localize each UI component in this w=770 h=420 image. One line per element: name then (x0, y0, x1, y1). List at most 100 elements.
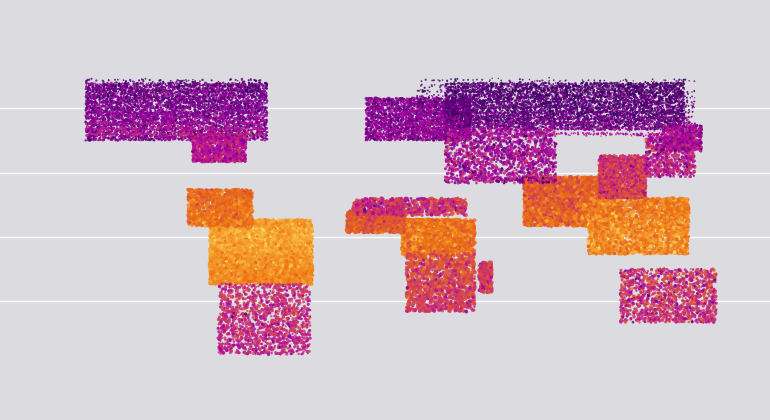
Point (537, 179, 549, 186)
Point (411, 110, 424, 116)
Point (533, 118, 545, 125)
Point (419, 261, 431, 268)
Point (468, 170, 480, 177)
Point (574, 109, 587, 116)
Point (612, 200, 624, 207)
Point (569, 88, 581, 95)
Point (590, 180, 602, 187)
Point (373, 127, 386, 134)
Point (406, 257, 418, 264)
Point (594, 228, 607, 234)
Point (564, 106, 576, 113)
Point (475, 168, 487, 175)
Point (136, 100, 149, 107)
Point (671, 228, 684, 234)
Point (652, 122, 665, 129)
Point (432, 122, 444, 129)
Point (576, 105, 588, 111)
Point (410, 219, 422, 226)
Point (470, 103, 483, 110)
Point (120, 84, 132, 91)
Point (450, 307, 462, 314)
Point (157, 131, 169, 137)
Point (410, 114, 423, 121)
Point (223, 102, 235, 109)
Point (429, 239, 441, 246)
Point (280, 323, 292, 330)
Point (239, 304, 251, 310)
Point (417, 120, 430, 127)
Point (157, 95, 169, 102)
Point (402, 249, 414, 256)
Point (636, 177, 648, 184)
Point (639, 95, 651, 102)
Point (301, 262, 313, 269)
Point (427, 241, 439, 247)
Point (407, 97, 420, 104)
Point (604, 155, 617, 162)
Point (385, 197, 397, 203)
Point (439, 239, 451, 245)
Point (601, 218, 613, 225)
Point (631, 155, 643, 161)
Point (661, 125, 674, 131)
Point (401, 233, 413, 240)
Point (403, 239, 416, 246)
Point (589, 184, 601, 191)
Point (534, 100, 547, 107)
Point (624, 210, 637, 216)
Point (547, 196, 559, 202)
Point (705, 307, 717, 314)
Point (107, 92, 119, 99)
Point (515, 119, 527, 126)
Point (207, 132, 219, 139)
Point (534, 221, 546, 228)
Point (387, 105, 399, 111)
Point (204, 150, 216, 157)
Point (410, 123, 422, 130)
Point (252, 101, 264, 108)
Point (380, 210, 392, 217)
Point (651, 231, 664, 238)
Point (413, 227, 426, 234)
Point (204, 268, 216, 274)
Point (433, 244, 445, 251)
Point (374, 114, 387, 121)
Point (218, 257, 230, 264)
Point (432, 284, 444, 290)
Point (555, 180, 567, 187)
Point (364, 96, 377, 103)
Point (301, 288, 313, 295)
Point (145, 92, 157, 99)
Point (445, 130, 457, 137)
Point (222, 96, 234, 102)
Point (661, 213, 673, 220)
Point (200, 102, 213, 109)
Point (473, 126, 485, 133)
Point (161, 125, 173, 131)
Point (237, 89, 249, 95)
Point (292, 255, 304, 261)
Point (425, 101, 437, 108)
Point (636, 109, 648, 116)
Point (202, 81, 214, 88)
Point (263, 217, 275, 224)
Point (250, 273, 263, 280)
Point (116, 118, 129, 125)
Point (708, 294, 721, 301)
Point (551, 214, 563, 221)
Point (403, 219, 415, 226)
Point (655, 147, 668, 154)
Point (402, 254, 414, 260)
Point (463, 100, 475, 107)
Point (643, 249, 655, 256)
Point (132, 86, 144, 93)
Point (595, 163, 608, 169)
Point (417, 220, 430, 226)
Point (453, 237, 465, 244)
Point (455, 95, 467, 102)
Point (522, 115, 534, 121)
Point (480, 283, 492, 289)
Point (194, 195, 206, 202)
Point (628, 205, 641, 212)
